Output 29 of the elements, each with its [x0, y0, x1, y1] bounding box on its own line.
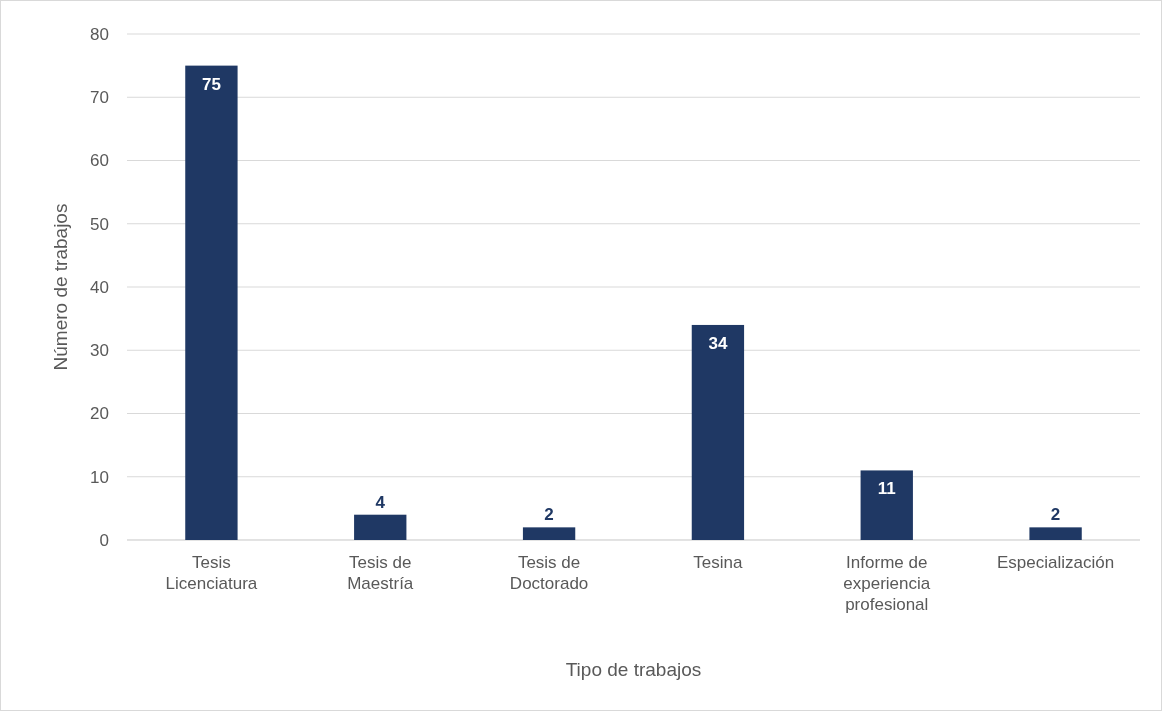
bar [860, 470, 913, 540]
x-tick-label: Especialización [996, 553, 1115, 572]
y-axis-title: Número de trabajos [50, 203, 71, 371]
bar [185, 65, 238, 540]
y-tick-label: 60 [90, 151, 109, 171]
y-tick-label: 40 [90, 277, 109, 297]
x-axis-title: Tipo de trabajos [565, 659, 702, 680]
x-tick-label: Tesis Licenciatura [165, 553, 258, 593]
bar [522, 527, 576, 540]
data-label: 2 [1050, 505, 1061, 525]
y-tick-label: 70 [90, 88, 109, 108]
bar [1029, 527, 1082, 540]
y-tick-label: 10 [90, 467, 109, 487]
data-label: 11 [877, 479, 896, 499]
data-label: 34 [708, 333, 728, 353]
x-tick-label: Tesis de Doctorado [509, 553, 589, 593]
bar [691, 324, 745, 540]
data-label: 75 [201, 74, 221, 94]
y-tick-label: 50 [90, 214, 109, 234]
y-tick-label: 20 [90, 404, 109, 424]
data-label: 2 [544, 505, 554, 525]
x-tick-label: Tesis de Maestría [347, 553, 414, 593]
data-label: 4 [375, 492, 386, 512]
x-tick-label: Informe de experiencia profesional [843, 553, 931, 614]
y-tick-label: 30 [90, 341, 109, 361]
x-tick-label: Tesina [693, 553, 744, 572]
y-tick-label: 0 [99, 530, 109, 550]
y-tick-label: 80 [90, 24, 109, 44]
bar [354, 514, 407, 540]
